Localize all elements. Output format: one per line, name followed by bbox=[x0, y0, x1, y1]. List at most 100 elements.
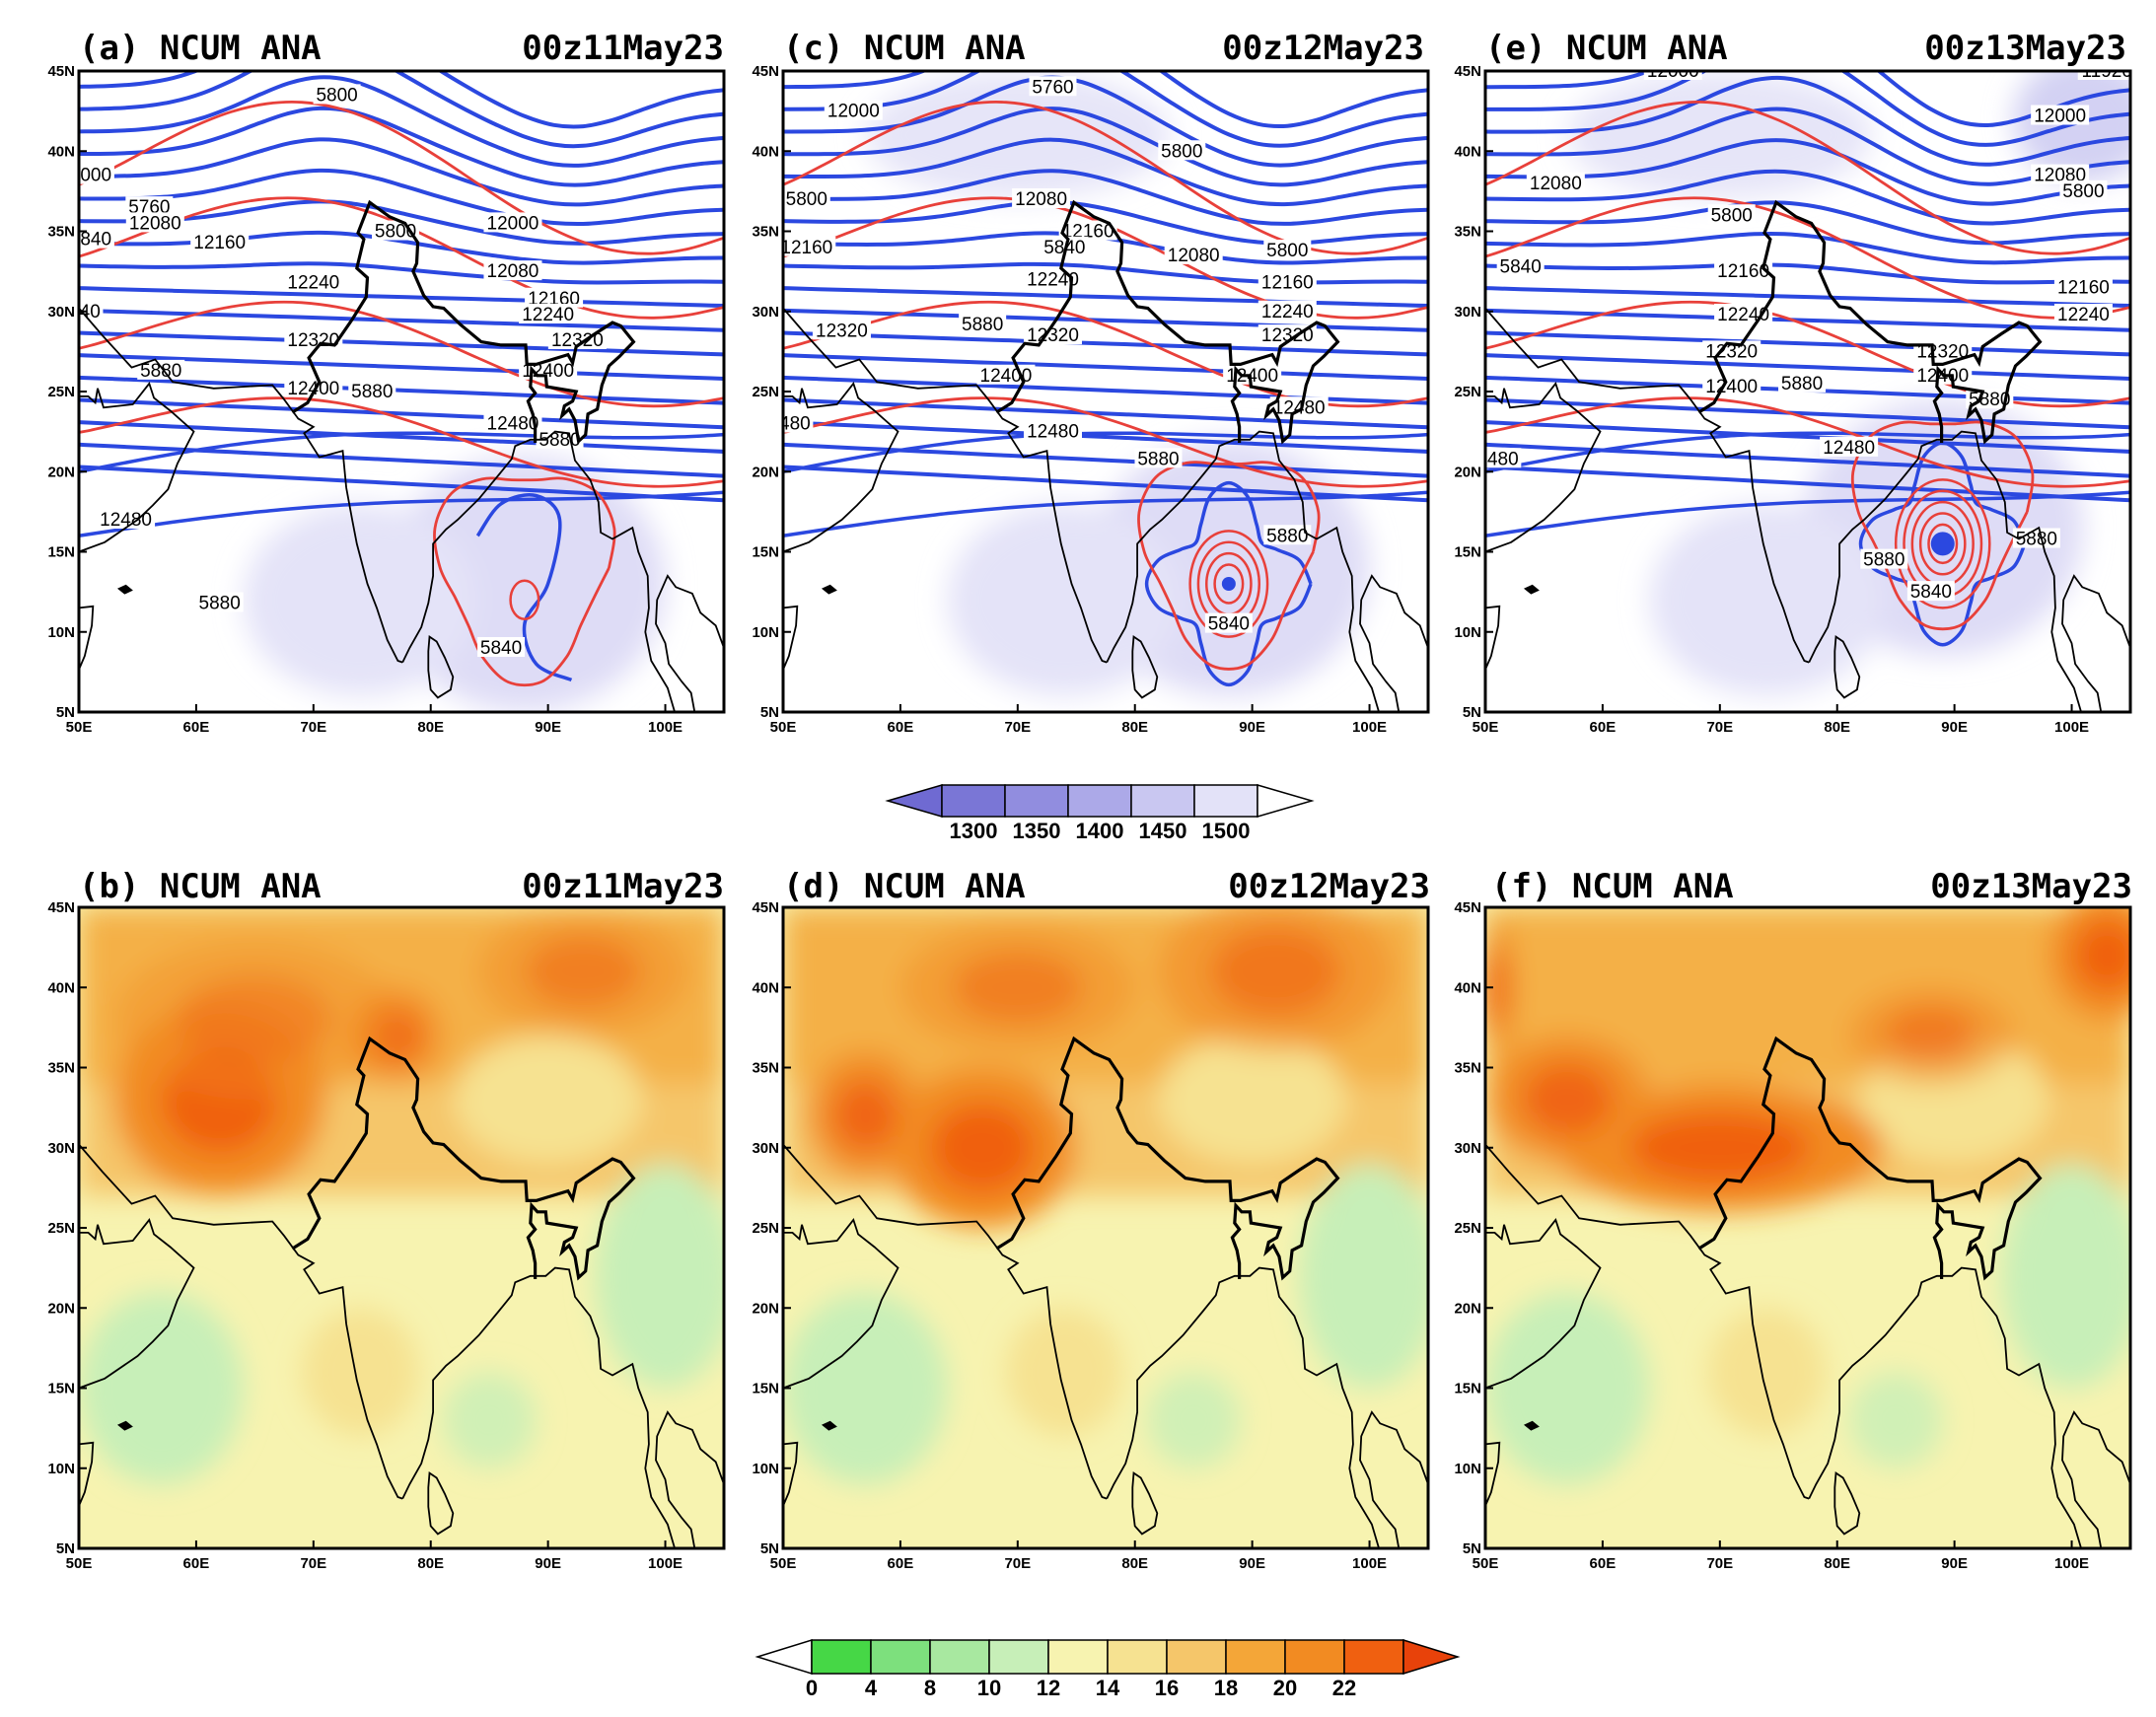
india-border bbox=[1697, 1036, 2043, 1281]
lon-tick-label: 100E bbox=[1352, 719, 1387, 736]
coastline bbox=[401, 430, 676, 712]
pw-peak bbox=[1522, 1064, 1614, 1135]
lat-tick-label: 10N bbox=[752, 624, 779, 641]
colorbar-right-arrow bbox=[1402, 1638, 1461, 1676]
contours-500hpa bbox=[783, 101, 1428, 671]
panel-f-date: 00z13May23 bbox=[1930, 867, 2132, 906]
pw-deccan bbox=[1707, 1308, 1826, 1437]
contour-label: 12160 bbox=[1717, 261, 1769, 282]
contour-label-bg bbox=[1029, 76, 1077, 97]
contour-label-bg bbox=[2053, 304, 2113, 323]
gph200-line bbox=[1485, 71, 2130, 127]
contour-label-bg bbox=[1134, 448, 1183, 468]
gph500-line bbox=[79, 101, 724, 255]
lat-tick-label: 40N bbox=[1454, 979, 1481, 996]
gph200-line bbox=[783, 330, 1428, 357]
lon-tick-label: 80E bbox=[417, 1555, 444, 1572]
gph500-line bbox=[1485, 300, 2130, 408]
gph200-line bbox=[79, 71, 724, 149]
panel-b-title: (b) NCUM ANA bbox=[79, 867, 322, 906]
coastline bbox=[1049, 487, 1108, 664]
lon-tick-label: 100E bbox=[1352, 1555, 1387, 1572]
panel-c: 5760 12000 5800 5800 12080 12160 12160 5840 1208… bbox=[752, 63, 1430, 736]
contour-label: 480 bbox=[1487, 449, 1519, 469]
contour-label: 12160 bbox=[2057, 277, 2110, 298]
lat-tick-label: 20N bbox=[1454, 1300, 1481, 1317]
lat-tick-label: 10N bbox=[47, 624, 75, 641]
contour-label: 12080 bbox=[487, 261, 539, 282]
coastline bbox=[1808, 1266, 2082, 1548]
gph200-line bbox=[1485, 200, 2130, 246]
gph200-line bbox=[1485, 71, 2130, 147]
lat-tick-label: 5N bbox=[760, 704, 779, 721]
lon-tick-label: 70E bbox=[1706, 1555, 1733, 1572]
gph500-line bbox=[783, 196, 1428, 320]
gph200-line bbox=[79, 71, 724, 129]
lat-tick-label: 30N bbox=[752, 304, 779, 321]
coastline bbox=[345, 487, 403, 664]
contour-label: 480 bbox=[779, 414, 811, 435]
gph500-cyclone-ring bbox=[433, 476, 616, 687]
gph200-line bbox=[79, 75, 724, 168]
contour-label: 12080 bbox=[1530, 174, 1582, 194]
lat-tick-label: 45N bbox=[752, 899, 779, 916]
lon-tick-label: 50E bbox=[66, 719, 93, 736]
lat-tick-label: 20N bbox=[1454, 464, 1481, 480]
contour-label-bg bbox=[79, 164, 114, 184]
lon-tick-label: 90E bbox=[1941, 1555, 1968, 1572]
pw-field bbox=[79, 907, 724, 1484]
socotra bbox=[821, 1420, 837, 1431]
coastline bbox=[79, 382, 195, 553]
coastline bbox=[1752, 1324, 1810, 1500]
sri-lanka bbox=[1833, 1470, 1861, 1536]
gph500-line bbox=[79, 300, 724, 408]
contour-label-bg bbox=[1258, 271, 1317, 292]
contour-label-bg bbox=[1012, 188, 1071, 208]
pw-peak bbox=[930, 1104, 1035, 1192]
pw-moist bbox=[1299, 1164, 1428, 1389]
lon-tick-label: 70E bbox=[1004, 1555, 1031, 1572]
cyclone-blue-contour bbox=[475, 493, 573, 682]
lon-tick-label: 60E bbox=[888, 1555, 914, 1572]
lat-tick-label: 10N bbox=[1454, 624, 1481, 641]
socotra bbox=[116, 584, 133, 595]
lon-tick-label: 70E bbox=[1004, 719, 1031, 736]
cyclone-core bbox=[1221, 577, 1236, 591]
gph200-line bbox=[783, 286, 1428, 309]
lon-tick-label: 90E bbox=[535, 719, 561, 736]
contour-label-bg bbox=[483, 212, 542, 233]
pw-peak bbox=[1211, 927, 1340, 1016]
lon-tick-label: 90E bbox=[535, 1555, 561, 1572]
contour-label: 5880 bbox=[140, 361, 181, 382]
lat-tick-label: 30N bbox=[47, 1140, 75, 1157]
coastline bbox=[401, 1266, 676, 1548]
lat-tick-label: 45N bbox=[1454, 63, 1481, 80]
colorbar-segment bbox=[1130, 784, 1195, 818]
contour-label: 5840 bbox=[1500, 256, 1542, 277]
coastline bbox=[1752, 487, 1810, 664]
lat-tick-label: 40N bbox=[752, 979, 779, 996]
gph500-line bbox=[79, 396, 724, 488]
lat-tick-label: 20N bbox=[752, 1300, 779, 1317]
colorbar-segment bbox=[811, 1639, 872, 1675]
lat-tick-label: 15N bbox=[47, 1381, 75, 1397]
contour-label: 12000 bbox=[1647, 61, 1699, 82]
pw-moist bbox=[79, 1292, 244, 1484]
gph200-line bbox=[79, 261, 724, 285]
gph200-line bbox=[783, 137, 1428, 207]
contour-label-bg bbox=[1496, 255, 1545, 276]
shade-peninsula bbox=[947, 503, 1183, 696]
gph500-line bbox=[1485, 101, 2130, 255]
lon-tick-label: 80E bbox=[1824, 719, 1850, 736]
contour-label-bg bbox=[976, 364, 1036, 385]
pw-peak bbox=[177, 975, 332, 1064]
contour-label: 5880 bbox=[962, 315, 1003, 335]
pw-peak bbox=[1886, 1009, 1976, 1062]
lat-tick-label: 15N bbox=[752, 1381, 779, 1397]
lat-tick-label: 10N bbox=[1454, 1461, 1481, 1477]
coastline bbox=[783, 1441, 799, 1509]
shade-north bbox=[865, 71, 1171, 199]
contour-label-bg bbox=[1269, 396, 1329, 417]
contour-label: 5880 bbox=[1266, 526, 1308, 546]
